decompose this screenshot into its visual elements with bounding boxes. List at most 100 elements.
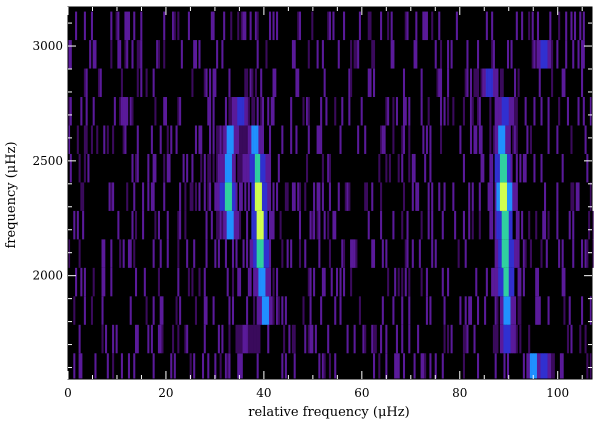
heatmap-cell: [126, 40, 129, 69]
x-tick-label: 40: [256, 386, 271, 400]
heatmap-cell: [536, 353, 540, 379]
heatmap-cell: [253, 153, 256, 183]
heatmap-cell: [519, 324, 522, 354]
heatmap-cell: [240, 125, 243, 154]
heatmap-cell: [179, 296, 182, 325]
heatmap-cell: [369, 11, 372, 41]
heatmap-cell: [561, 153, 564, 183]
heatmap-cell: [272, 68, 275, 98]
heatmap-cell: [533, 97, 536, 126]
heatmap-cell: [547, 40, 550, 69]
heatmap-cell: [235, 97, 238, 126]
heatmap-cell: [528, 353, 531, 379]
heatmap-cell: [256, 182, 259, 211]
heatmap-cell: [582, 11, 585, 41]
heatmap-cell: [129, 296, 132, 325]
heatmap-cell: [586, 153, 589, 183]
heatmap-cell: [291, 324, 294, 354]
heatmap-cell: [228, 97, 231, 126]
heatmap-cell: [203, 267, 206, 297]
heatmap-cell: [198, 267, 201, 297]
heatmap-cell: [413, 153, 416, 183]
heatmap-cell: [89, 40, 92, 69]
heatmap-cell: [256, 97, 259, 126]
heatmap-cell: [207, 353, 210, 379]
heatmap-cell: [78, 324, 81, 354]
heatmap-cell: [464, 239, 467, 268]
heatmap-cell: [515, 125, 518, 154]
heatmap-cell: [260, 239, 263, 268]
heatmap-cell: [207, 153, 210, 183]
heatmap-cell: [92, 267, 95, 297]
heatmap-cell: [503, 210, 506, 240]
heatmap-cell: [226, 353, 229, 379]
heatmap-cell: [524, 97, 527, 126]
heatmap-cell: [142, 182, 145, 211]
heatmap-cell: [508, 239, 511, 268]
heatmap-cell: [194, 40, 197, 69]
heatmap-cell: [501, 182, 504, 211]
heatmap-cell: [297, 11, 300, 41]
heatmap-cell: [85, 97, 88, 126]
heatmap-cell: [253, 125, 256, 154]
heatmap-cell: [506, 210, 510, 240]
heatmap-cell: [288, 324, 291, 354]
heatmap-cell: [124, 97, 127, 126]
heatmap-cell: [367, 210, 370, 240]
heatmap-cell: [253, 210, 256, 240]
heatmap-cell: [506, 153, 510, 183]
heatmap-cell: [508, 324, 511, 354]
heatmap-cell: [348, 68, 351, 98]
heatmap-cell: [484, 296, 487, 325]
heatmap-cell: [242, 153, 245, 183]
heatmap-cell: [491, 182, 494, 211]
heatmap-cell: [549, 11, 552, 41]
heatmap-cell: [177, 97, 180, 126]
heatmap-cell: [110, 40, 113, 69]
heatmap-cell: [298, 210, 302, 240]
heatmap-cell: [579, 11, 582, 41]
heatmap-cell: [505, 324, 508, 354]
heatmap-cell: [103, 125, 106, 154]
heatmap-cell: [540, 153, 543, 183]
heatmap-cell: [260, 153, 263, 183]
heatmap-cell: [589, 296, 592, 325]
heatmap-cell: [247, 125, 250, 154]
heatmap-cell: [186, 324, 189, 354]
heatmap-cell: [126, 97, 129, 126]
heatmap-cell: [415, 40, 418, 69]
heatmap-cell: [226, 125, 229, 154]
heatmap-cell: [367, 11, 370, 41]
heatmap-cell: [318, 210, 321, 240]
heatmap-cell: [512, 125, 515, 154]
heatmap-cell: [138, 40, 141, 69]
heatmap-cell: [477, 296, 480, 325]
heatmap-cell: [395, 324, 398, 354]
heatmap-cell: [459, 125, 462, 154]
heatmap-cell: [572, 239, 575, 268]
heatmap-cell: [353, 40, 356, 69]
heatmap-cell: [321, 182, 324, 211]
heatmap-cell: [258, 324, 261, 354]
heatmap-cell: [177, 324, 180, 354]
heatmap-cell: [110, 11, 113, 41]
heatmap-cell: [328, 353, 331, 379]
heatmap-cell: [388, 153, 391, 183]
heatmap-cell: [256, 210, 259, 240]
heatmap-cell: [431, 182, 434, 211]
heatmap-cell: [134, 324, 138, 354]
heatmap-cell: [223, 210, 226, 240]
heatmap-cell: [489, 97, 492, 126]
heatmap-cell: [570, 324, 573, 354]
heatmap-cell: [450, 40, 453, 69]
heatmap-cell: [462, 324, 465, 354]
heatmap-cell: [431, 239, 434, 268]
heatmap-cell: [113, 97, 116, 126]
heatmap-cell: [494, 153, 497, 183]
heatmap-cell: [332, 210, 335, 240]
heatmap-cell: [191, 267, 194, 297]
heatmap-cell: [68, 125, 71, 154]
heatmap-cell: [397, 267, 400, 297]
heatmap-cell: [468, 182, 471, 211]
heatmap-cell: [154, 153, 157, 183]
